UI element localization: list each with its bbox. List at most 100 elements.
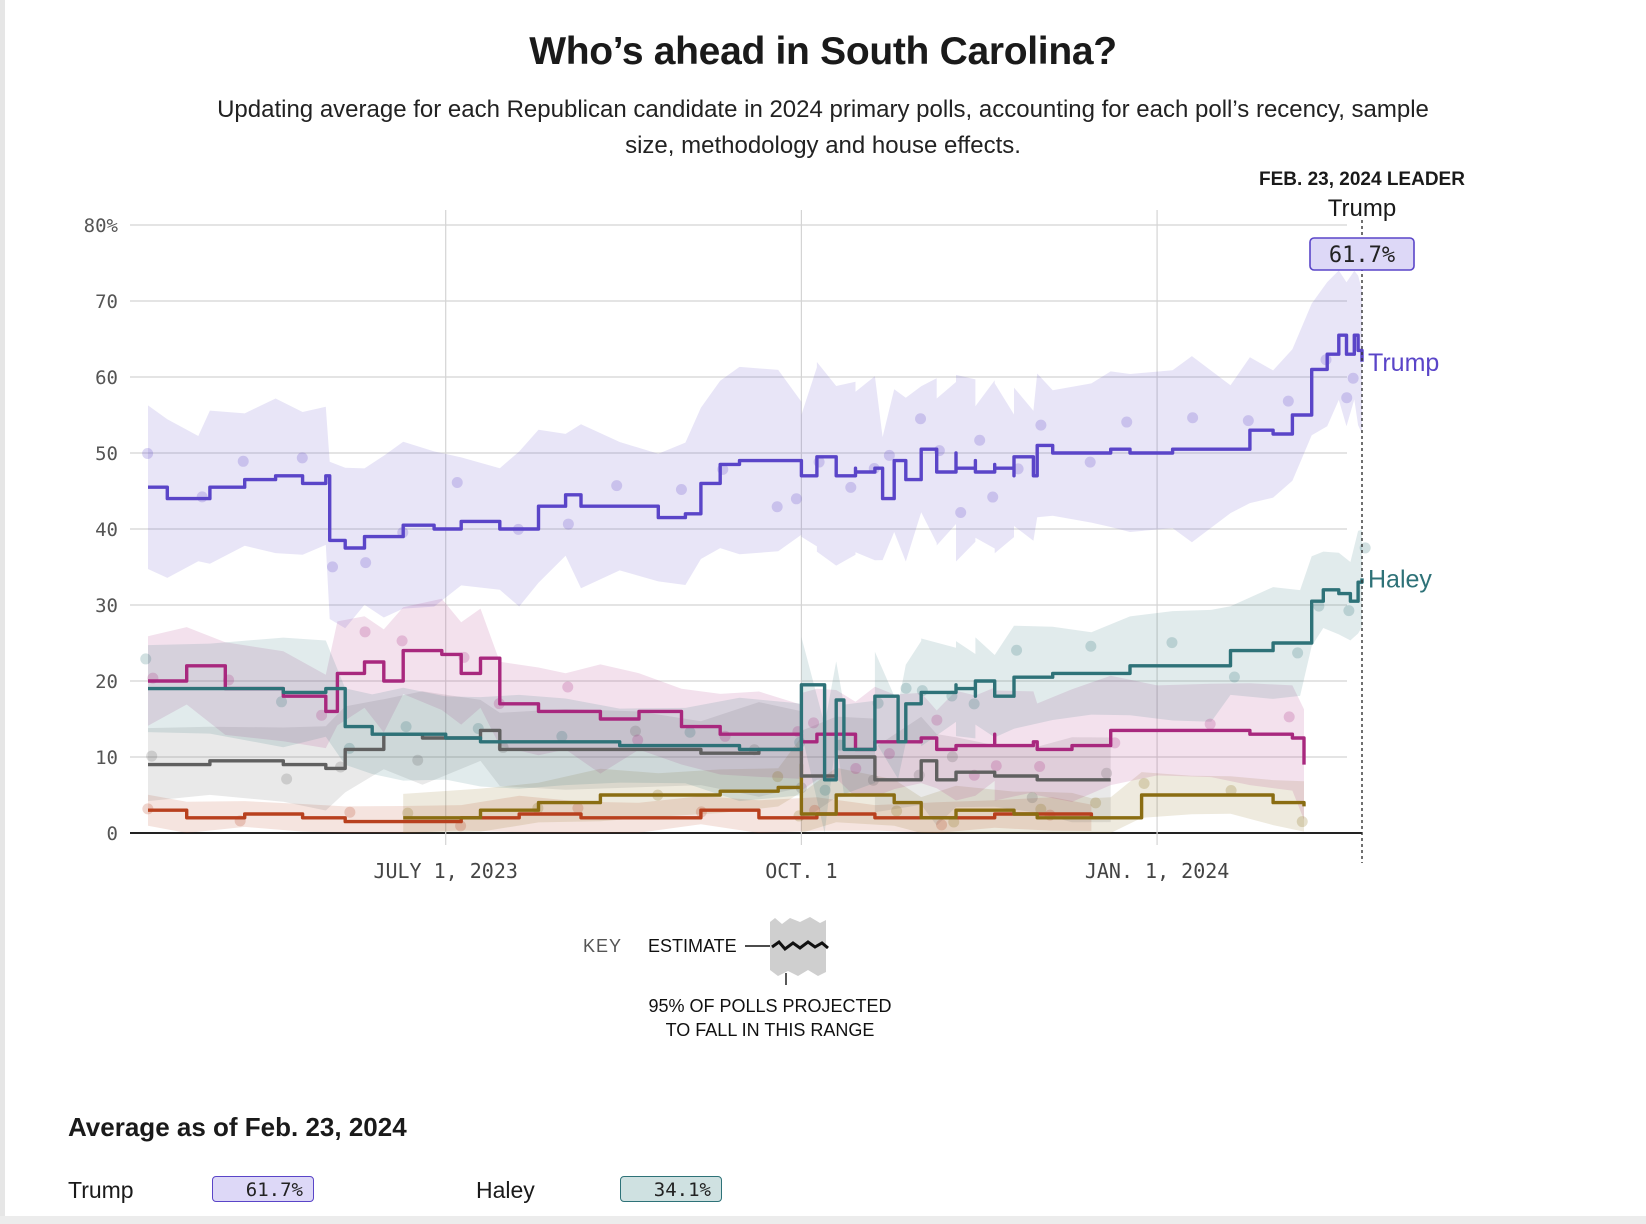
poll-average-chart: 80% 70 60 50 40 30 20 10 0 JULY 1, 2023 OCT. 1 JAN.… (84, 170, 1466, 1040)
poll-dot (1187, 412, 1199, 424)
series-lines (148, 333, 1364, 824)
key-label: KEY (583, 936, 622, 956)
poll-dot (142, 447, 154, 459)
key-range-label: TO FALL IN THIS RANGE (666, 1020, 875, 1040)
poll-dot (883, 449, 895, 461)
poll-dot (883, 748, 895, 760)
leader-name: Trump (1328, 195, 1396, 222)
poll-dot (1138, 777, 1150, 789)
poll-dot (556, 730, 568, 742)
leader-value: 61.7% (1329, 243, 1395, 268)
leader-value-badge (1309, 237, 1415, 271)
page-frame-left (0, 0, 5, 1224)
poll-dot (402, 807, 414, 819)
series-line (148, 578, 1364, 782)
leader-heading: FEB. 23, 2024 LEADER (1259, 170, 1465, 190)
poll-dot (629, 725, 641, 737)
poll-dot (1242, 415, 1254, 427)
series-line (148, 333, 1364, 550)
poll-dot (572, 802, 584, 814)
poll-dot (955, 507, 967, 519)
poll-dot (968, 698, 980, 710)
poll-dot (990, 760, 1002, 772)
poll-dot (1034, 760, 1046, 772)
poll-dot (1204, 718, 1216, 730)
y-tick-label: 10 (95, 747, 118, 769)
poll-dot (808, 717, 820, 729)
poll-dot (946, 751, 958, 763)
chart-key: KEY ESTIMATE 95% OF POLLS PROJECTED TO FALL… (583, 917, 892, 1040)
poll-dot (196, 491, 208, 503)
average-name: Haley (476, 1176, 535, 1203)
poll-dot (359, 626, 371, 638)
poll-dot (1225, 785, 1237, 797)
poll-dot (1101, 767, 1113, 779)
confidence-bands (148, 270, 1362, 833)
poll-dot (1085, 640, 1097, 652)
series-end-labels: Haley Trump (1368, 349, 1439, 594)
poll-dot (1341, 392, 1353, 404)
poll-dot (276, 696, 288, 708)
poll-dot (936, 819, 948, 831)
poll-dot (915, 413, 927, 425)
y-tick-label: 60 (95, 367, 118, 389)
y-tick-label: 80% (84, 215, 119, 237)
poll-dot (675, 484, 687, 496)
poll-dot (987, 491, 999, 503)
poll-dot (891, 805, 903, 817)
key-estimate-line (771, 939, 829, 952)
poll-dot (562, 518, 574, 530)
poll-dot (790, 493, 802, 505)
confidence-band (148, 794, 1092, 833)
poll-dot (931, 714, 943, 726)
poll-dot (1359, 542, 1371, 554)
poll-dot (1343, 605, 1355, 617)
confidence-band (148, 691, 1111, 826)
poll-dot (412, 754, 424, 766)
average-row-haley: Haley 34.1% (476, 1176, 776, 1204)
poll-dot (974, 434, 986, 446)
poll-dot (1347, 372, 1359, 384)
average-row-trump: Trump 61.7% (68, 1176, 368, 1204)
poll-dot (1026, 792, 1038, 804)
poll-dot (360, 557, 372, 569)
confidence-band (148, 598, 1304, 820)
poll-dot (146, 750, 158, 762)
poll-dot (296, 452, 308, 464)
poll-dot (237, 455, 249, 467)
page-frame-bottom (0, 1216, 1646, 1224)
poll-dot (684, 726, 696, 738)
x-tick-label: JULY 1, 2023 (373, 859, 518, 883)
poll-dot (1283, 711, 1295, 723)
y-tick-label: 50 (95, 443, 118, 465)
poll-dot (1090, 797, 1102, 809)
y-tick-label: 20 (95, 671, 118, 693)
key-estimate-label: ESTIMATE (648, 936, 737, 956)
y-tick-label: 70 (95, 291, 118, 313)
poll-dot (1228, 671, 1240, 683)
series-line (148, 648, 1306, 765)
confidence-band (148, 529, 1362, 833)
series-line (148, 728, 1111, 782)
poll-dot (140, 653, 152, 665)
poll-dot (1313, 600, 1325, 612)
poll-dot (396, 635, 408, 647)
poll-dot (771, 501, 783, 513)
series-end-label: Trump (1368, 349, 1439, 377)
poll-dot (1292, 647, 1304, 659)
confidence-band (403, 736, 1304, 833)
poll-dot (1084, 456, 1096, 468)
y-tick-label: 0 (107, 823, 118, 845)
confidence-band (148, 270, 1362, 629)
y-tick-label: 40 (95, 519, 118, 541)
poll-dot (400, 721, 412, 733)
poll-dot (1121, 416, 1133, 428)
poll-dot (316, 709, 328, 721)
poll-dot (281, 773, 293, 785)
poll-dot (632, 734, 644, 746)
poll-dot (845, 481, 857, 493)
leader-annotation: FEB. 23, 2024 LEADER Trump 61.7% (1259, 170, 1465, 863)
poll-dot (819, 784, 831, 796)
poll-dot (327, 561, 339, 573)
poll-dot (850, 763, 862, 775)
